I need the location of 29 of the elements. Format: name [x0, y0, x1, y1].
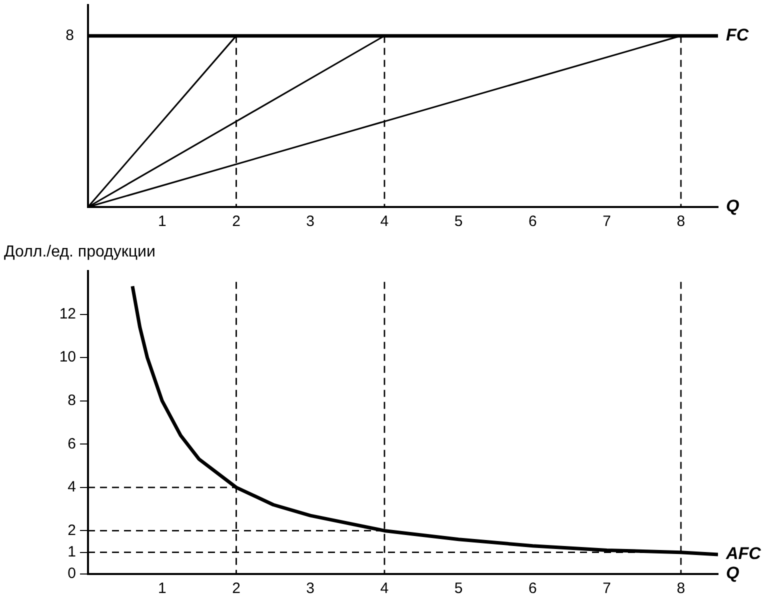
y-tick-label: 0 [68, 565, 76, 582]
x-tick-label: 5 [454, 580, 463, 594]
x-axis-title: Q [726, 564, 740, 583]
x-tick-label: 8 [676, 213, 686, 230]
x-tick-label: 2 [232, 213, 240, 230]
y-tick-label: 6 [68, 435, 76, 452]
x-tick-label: 7 [602, 213, 611, 230]
y-tick-label: 12 [59, 305, 76, 322]
x-tick-label: 6 [528, 213, 537, 230]
series-label: FC [726, 26, 750, 44]
y-tick-label: 1 [68, 544, 76, 560]
y-tick-label: 4 [68, 478, 76, 496]
x-tick-label: 1 [158, 213, 166, 230]
y-tick-label: 8 [68, 392, 76, 409]
y-axis-title: Долл./ед. продукции [4, 243, 156, 260]
y-tick-label: 2 [68, 522, 76, 539]
x-tick-label: 1 [158, 580, 166, 594]
x-tick-label: 5 [454, 213, 463, 230]
x-tick-label: 4 [380, 213, 389, 230]
x-tick-label: 2 [232, 580, 240, 594]
x-tick-label: 4 [380, 580, 389, 594]
series-label: AFC [725, 544, 762, 564]
x-tick-label: 3 [306, 580, 315, 594]
x-axis-title: Q [726, 196, 740, 216]
x-tick-label: 8 [676, 580, 686, 594]
x-tick-label: 3 [306, 213, 315, 230]
x-tick-label: 6 [528, 580, 537, 594]
x-tick-label: 7 [602, 580, 611, 594]
y-tick-label: 10 [59, 348, 76, 366]
